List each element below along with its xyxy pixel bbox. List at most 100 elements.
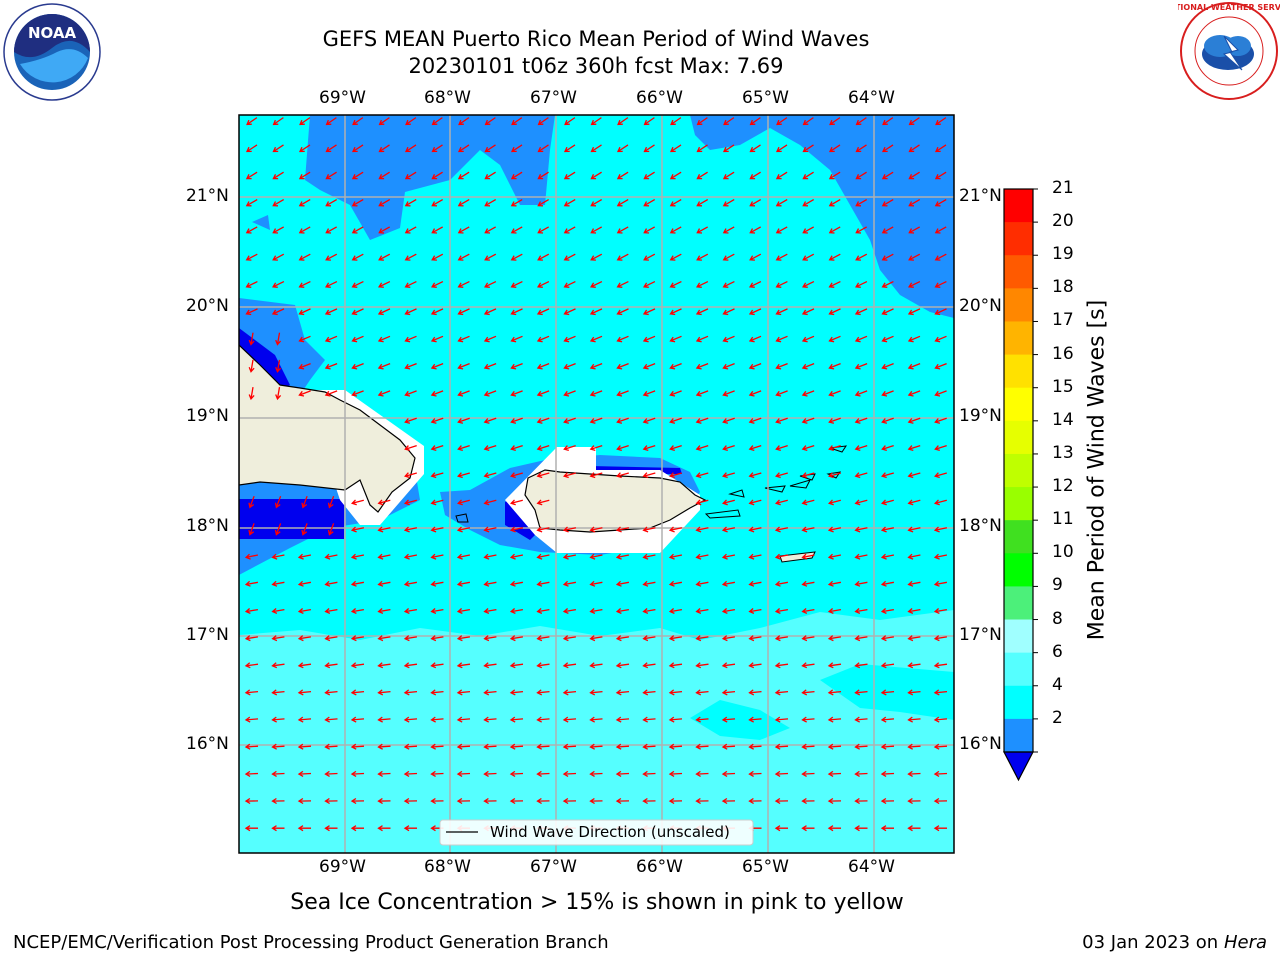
wind-arrow — [827, 499, 841, 506]
wind-arrow — [456, 499, 470, 506]
wind-arrow — [854, 770, 868, 777]
wind-arrow — [483, 526, 497, 533]
wind-arrow — [907, 499, 921, 506]
wind-arrow — [907, 662, 921, 669]
lat-label-left: 18°N — [186, 516, 229, 536]
wind-arrow — [907, 335, 921, 343]
wind-arrow — [828, 171, 841, 180]
wind-arrow — [854, 716, 868, 723]
wind-arrow — [484, 117, 496, 126]
wind-arrow — [378, 226, 391, 234]
wind-arrow — [881, 171, 894, 180]
wind-arrow — [933, 608, 948, 614]
wind-arrow — [907, 635, 921, 642]
wind-arrow — [244, 743, 259, 750]
wind-arrow — [616, 472, 629, 479]
wind-arrow — [324, 281, 338, 288]
wind-arrow — [722, 472, 735, 479]
wind-arrow — [748, 743, 762, 750]
wind-arrow — [483, 770, 497, 777]
colorbar-swatch — [1004, 453, 1033, 488]
wind-arrow — [377, 608, 391, 614]
wind-arrow — [774, 580, 789, 587]
colorbar-swatch — [1004, 255, 1033, 289]
wind-arrow — [934, 226, 947, 234]
wind-arrow — [377, 689, 391, 696]
wind-arrow — [933, 580, 948, 587]
wind-arrow — [275, 386, 282, 401]
wind-arrow — [695, 797, 709, 805]
wind-arrow — [430, 743, 444, 750]
wind-arrow — [431, 117, 443, 126]
wind-arrow — [271, 770, 285, 777]
wind-arrow — [695, 281, 709, 288]
wind-arrow — [457, 308, 470, 316]
wind-arrow — [643, 226, 656, 234]
wind-arrow — [404, 144, 417, 153]
wind-arrow — [880, 743, 895, 750]
wind-arrow — [828, 417, 841, 424]
wind-arrow — [774, 608, 789, 614]
wind-arrow — [457, 144, 470, 153]
wind-arrow — [297, 825, 311, 832]
wind-arrow — [430, 335, 444, 343]
wind-arrow — [722, 362, 735, 370]
wind-arrow — [907, 526, 921, 533]
wind-arrow — [695, 335, 709, 343]
wind-arrow — [324, 608, 338, 614]
wind-arrow — [297, 580, 312, 587]
wind-arrow — [457, 390, 470, 397]
wind-arrow — [297, 553, 312, 560]
wind-arrow — [536, 308, 550, 316]
colorbar-tick-label: 8 — [1052, 608, 1063, 629]
wind-arrow — [854, 526, 868, 533]
wind-arrow — [695, 472, 709, 479]
colorbar-tick-label: 14 — [1052, 409, 1074, 430]
wind-arrow — [536, 390, 550, 397]
ocean-patch — [690, 700, 790, 740]
wind-arrow — [775, 308, 788, 316]
wind-arrow — [749, 144, 761, 153]
wind-arrow — [827, 689, 842, 696]
wind-arrow — [748, 797, 762, 805]
wind-arrow — [457, 472, 470, 479]
wind-arrow — [801, 281, 815, 288]
wind-arrow — [774, 662, 789, 669]
wind-arrow — [430, 444, 444, 452]
wind-arrow — [881, 226, 894, 234]
wind-arrow — [377, 743, 391, 750]
colorbar-tick-label: 15 — [1052, 376, 1074, 397]
wind-arrow — [827, 553, 842, 560]
wind-arrow — [908, 144, 920, 153]
wind-arrow — [775, 362, 788, 370]
lat-label-right: 20°N — [959, 296, 1002, 316]
wind-arrow — [536, 770, 550, 777]
wind-arrow — [668, 526, 683, 533]
wind-arrow — [748, 716, 762, 723]
wind-arrow — [589, 689, 603, 696]
wind-arrow — [271, 281, 285, 288]
wind-arrow — [297, 635, 311, 642]
wind-arrow — [272, 117, 284, 126]
wind-arrow — [774, 716, 789, 723]
wind-arrow — [248, 495, 255, 509]
wind-arrow — [245, 253, 258, 261]
wind-arrow — [510, 144, 523, 153]
wind-arrow — [562, 770, 577, 777]
wind-arrow — [350, 825, 364, 832]
wind-arrow — [801, 825, 815, 832]
wind-arrow — [642, 335, 656, 343]
colorbar-tick-label: 9 — [1052, 575, 1063, 596]
wind-arrow — [801, 608, 815, 614]
wind-arrow — [377, 308, 391, 316]
wind-arrow — [510, 226, 523, 234]
wind-arrow — [325, 117, 337, 126]
wind-arrow — [509, 797, 524, 805]
wind-arrow — [642, 608, 656, 614]
wind-arrow — [881, 444, 894, 452]
wind-arrow — [324, 390, 338, 397]
wind-arrow — [748, 499, 762, 506]
wind-arrow — [244, 608, 259, 614]
wind-arrow — [642, 444, 656, 452]
wind-arrow — [536, 526, 550, 533]
